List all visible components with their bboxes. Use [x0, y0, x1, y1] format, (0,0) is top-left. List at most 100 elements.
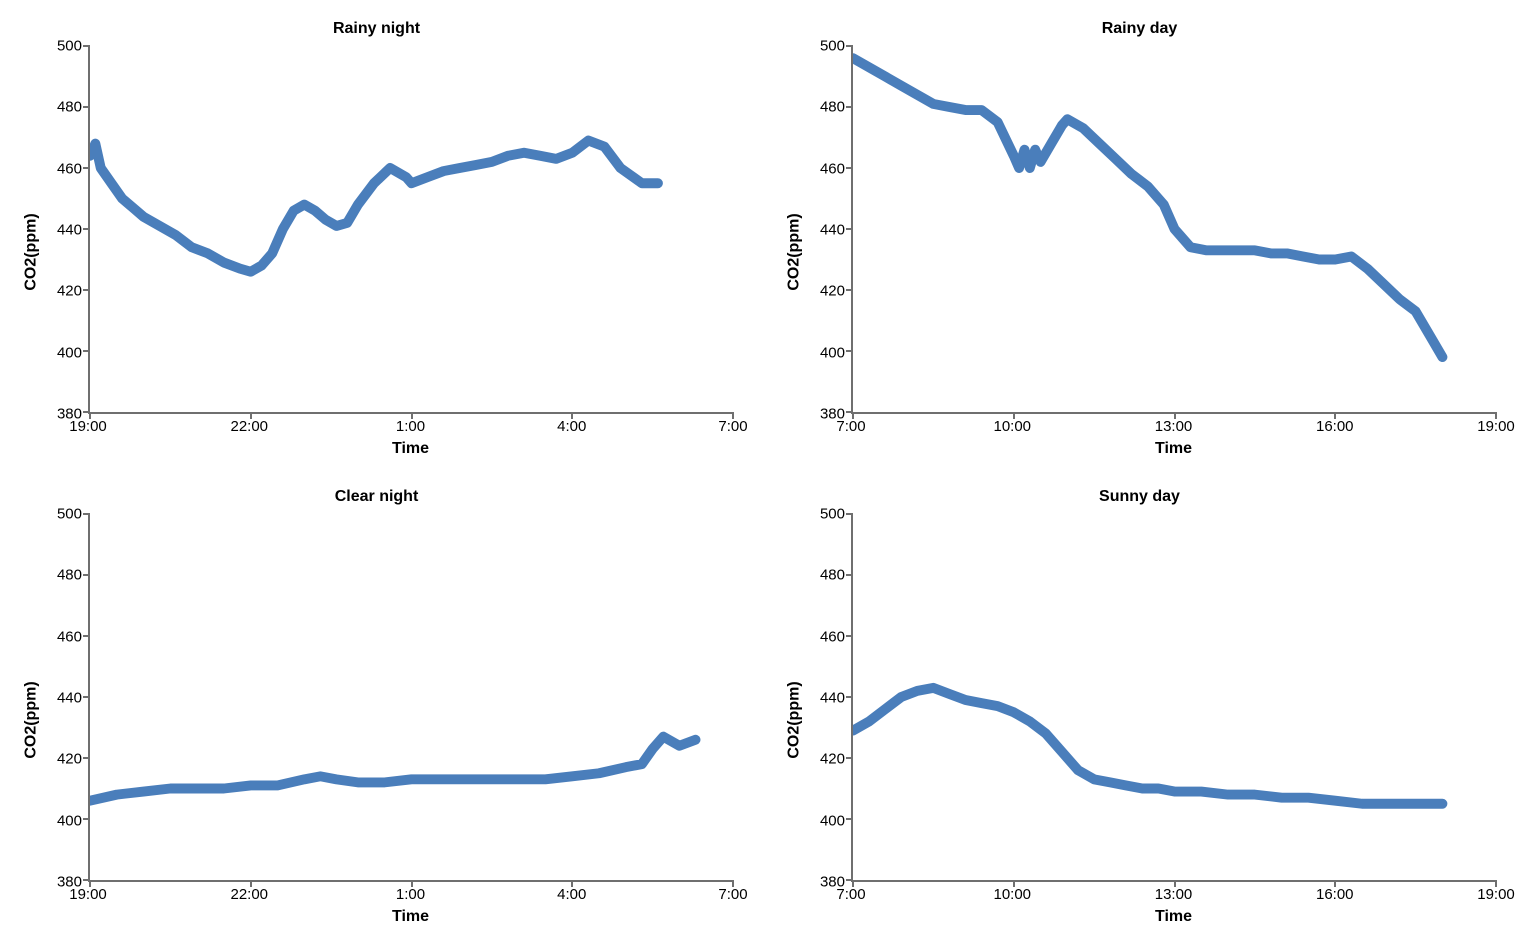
x-tick-label: 1:00 [396, 886, 425, 903]
plot-area [88, 46, 733, 414]
x-tick-label: 4:00 [557, 886, 586, 903]
y-axis-label: CO2(ppm) [786, 213, 804, 290]
y-tick-label: 480 [57, 99, 82, 116]
y-tick-label: 400 [820, 344, 845, 361]
y-tick-label: 500 [57, 506, 82, 523]
x-axis-label: Time [851, 908, 1496, 926]
y-axis-label: CO2(ppm) [786, 681, 804, 758]
plot-area [851, 46, 1496, 414]
y-ticks: 500480460440420400380 [44, 514, 88, 882]
y-tick-mark [846, 45, 853, 47]
x-tick-label: 16:00 [1316, 418, 1354, 435]
data-line [90, 141, 658, 272]
x-tick-label: 4:00 [557, 418, 586, 435]
y-tick-mark [83, 167, 90, 169]
y-ticks: 500480460440420400380 [807, 46, 851, 414]
y-tick-label: 460 [820, 160, 845, 177]
y-ticks: 500480460440420400380 [44, 46, 88, 414]
y-ticks: 500480460440420400380 [807, 514, 851, 882]
y-tick-label: 500 [820, 38, 845, 55]
chart-title: Sunny day [1099, 488, 1180, 506]
y-tick-label: 400 [57, 344, 82, 361]
chart-body: CO2(ppm)50048046044042040038019:0022:001… [20, 514, 733, 926]
x-ticks: 7:0010:0013:0016:0019:00 [851, 414, 1496, 436]
x-tick-label: 19:00 [1477, 886, 1515, 903]
y-tick-label: 480 [820, 567, 845, 584]
data-line [853, 58, 1442, 357]
chart-body: CO2(ppm)5004804604404204003807:0010:0013… [783, 514, 1496, 926]
y-tick-label: 420 [57, 283, 82, 300]
x-axis-label: Time [88, 908, 733, 926]
y-tick-mark [83, 289, 90, 291]
x-axis-label: Time [851, 440, 1496, 458]
y-tick-mark [83, 696, 90, 698]
y-tick-mark [846, 513, 853, 515]
y-tick-mark [83, 228, 90, 230]
chart-sunny-day: Sunny dayCO2(ppm)5004804604404204003807:… [783, 488, 1496, 926]
y-axis-label: CO2(ppm) [23, 681, 41, 758]
x-tick-label: 19:00 [69, 418, 107, 435]
plot-area [88, 514, 733, 882]
y-tick-label: 480 [57, 567, 82, 584]
y-tick-label: 440 [820, 690, 845, 707]
y-tick-mark [846, 574, 853, 576]
x-tick-label: 7:00 [718, 886, 747, 903]
chart-grid: Rainy nightCO2(ppm)500480460440420400380… [20, 20, 1496, 926]
y-tick-label: 460 [57, 160, 82, 177]
y-tick-mark [83, 350, 90, 352]
x-tick-label: 19:00 [1477, 418, 1515, 435]
x-tick-label: 1:00 [396, 418, 425, 435]
y-tick-label: 440 [57, 222, 82, 239]
x-tick-label: 22:00 [230, 886, 268, 903]
y-axis-label: CO2(ppm) [23, 213, 41, 290]
x-axis-label: Time [88, 440, 733, 458]
y-tick-label: 420 [820, 283, 845, 300]
x-ticks: 19:0022:001:004:007:00 [88, 414, 733, 436]
y-tick-mark [83, 45, 90, 47]
y-tick-mark [846, 635, 853, 637]
x-tick-label: 7:00 [718, 418, 747, 435]
y-tick-mark [846, 289, 853, 291]
chart-rainy-day: Rainy dayCO2(ppm)5004804604404204003807:… [783, 20, 1496, 458]
y-tick-mark [83, 635, 90, 637]
y-tick-label: 400 [820, 812, 845, 829]
y-tick-mark [83, 574, 90, 576]
x-ticks: 19:0022:001:004:007:00 [88, 882, 733, 904]
y-tick-mark [83, 513, 90, 515]
y-tick-label: 460 [57, 628, 82, 645]
y-tick-label: 420 [820, 751, 845, 768]
y-tick-mark [846, 228, 853, 230]
data-line [90, 737, 696, 801]
y-tick-mark [83, 757, 90, 759]
x-tick-label: 10:00 [993, 886, 1031, 903]
x-tick-label: 13:00 [1155, 418, 1193, 435]
y-tick-mark [846, 757, 853, 759]
y-tick-label: 440 [820, 222, 845, 239]
y-tick-mark [846, 350, 853, 352]
y-tick-label: 500 [820, 506, 845, 523]
y-tick-label: 400 [57, 812, 82, 829]
y-tick-mark [846, 106, 853, 108]
y-tick-label: 460 [820, 628, 845, 645]
y-tick-mark [846, 818, 853, 820]
x-tick-label: 16:00 [1316, 886, 1354, 903]
y-tick-label: 480 [820, 99, 845, 116]
x-tick-label: 7:00 [836, 418, 865, 435]
x-tick-label: 22:00 [230, 418, 268, 435]
chart-title: Rainy day [1102, 20, 1178, 38]
y-tick-label: 500 [57, 38, 82, 55]
x-tick-label: 19:00 [69, 886, 107, 903]
chart-clear-night: Clear nightCO2(ppm)500480460440420400380… [20, 488, 733, 926]
x-tick-label: 10:00 [993, 418, 1031, 435]
chart-rainy-night: Rainy nightCO2(ppm)500480460440420400380… [20, 20, 733, 458]
chart-body: CO2(ppm)5004804604404204003807:0010:0013… [783, 46, 1496, 458]
y-tick-mark [83, 818, 90, 820]
x-ticks: 7:0010:0013:0016:0019:00 [851, 882, 1496, 904]
x-tick-label: 13:00 [1155, 886, 1193, 903]
plot-area [851, 514, 1496, 882]
y-tick-mark [83, 106, 90, 108]
y-tick-label: 440 [57, 690, 82, 707]
chart-title: Clear night [335, 488, 419, 506]
x-tick-label: 7:00 [836, 886, 865, 903]
chart-body: CO2(ppm)50048046044042040038019:0022:001… [20, 46, 733, 458]
